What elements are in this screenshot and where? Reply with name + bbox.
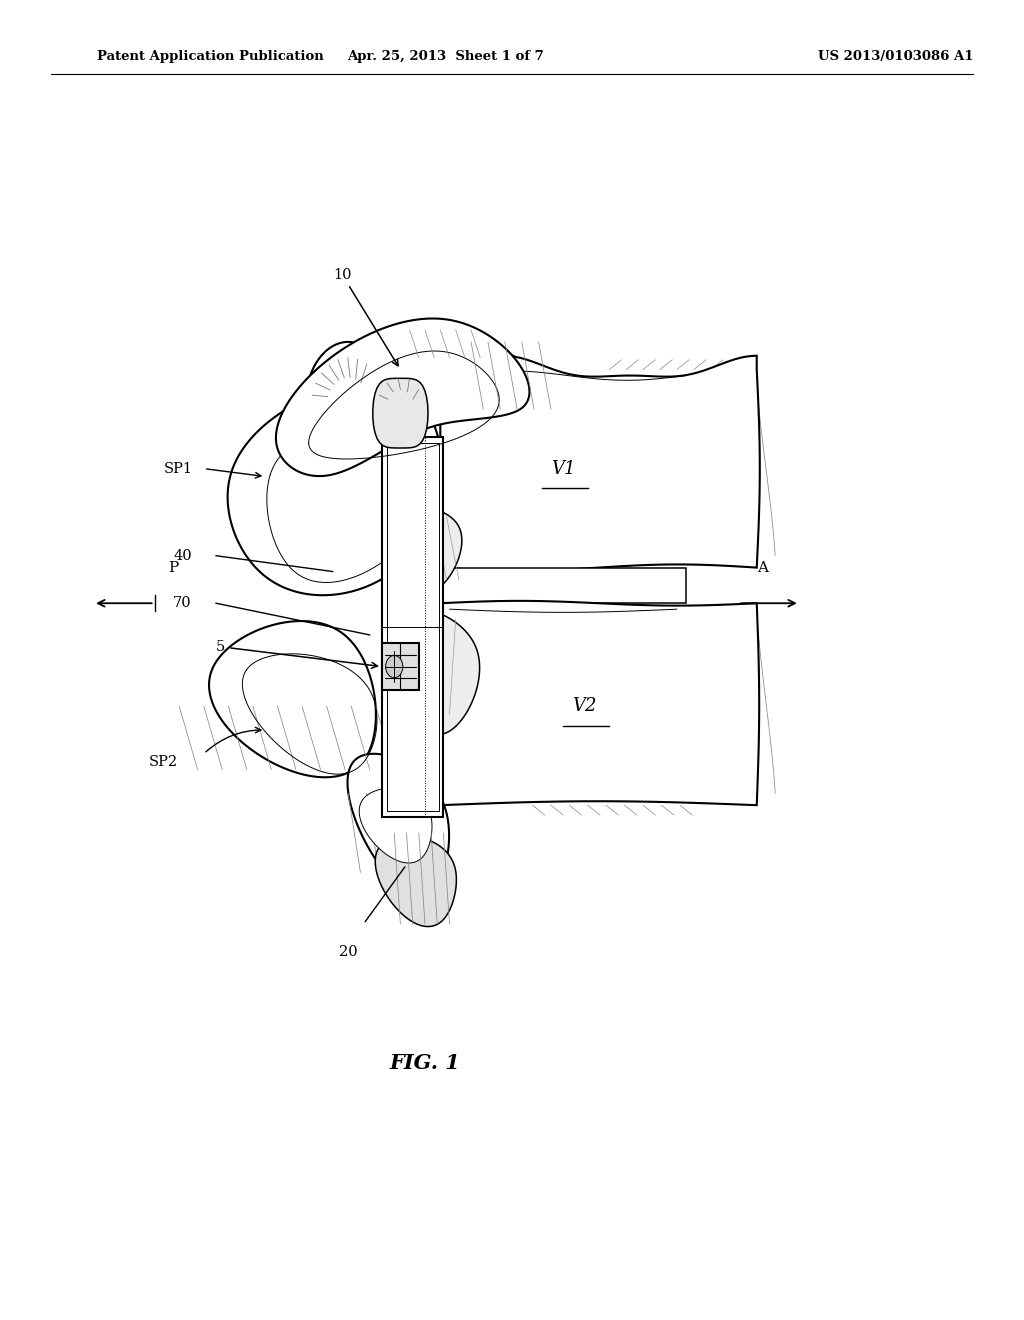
Text: 20: 20: [339, 945, 357, 958]
Text: A: A: [758, 561, 768, 574]
Circle shape: [386, 656, 402, 677]
Polygon shape: [359, 788, 432, 863]
Polygon shape: [388, 507, 462, 593]
Text: 5: 5: [216, 640, 378, 668]
Polygon shape: [387, 442, 438, 810]
Polygon shape: [275, 318, 529, 477]
Polygon shape: [373, 379, 428, 447]
Text: SP1: SP1: [164, 462, 193, 475]
Polygon shape: [209, 620, 376, 777]
Text: FIG. 1: FIG. 1: [389, 1052, 461, 1073]
Polygon shape: [382, 643, 419, 690]
Text: US 2013/0103086 A1: US 2013/0103086 A1: [818, 50, 974, 63]
Text: 10: 10: [333, 268, 398, 366]
Polygon shape: [440, 350, 760, 570]
Polygon shape: [347, 754, 450, 895]
Text: V2: V2: [572, 697, 597, 715]
Text: P: P: [168, 561, 178, 574]
Text: V1: V1: [551, 459, 575, 478]
Polygon shape: [375, 836, 457, 927]
Polygon shape: [440, 568, 686, 603]
Polygon shape: [393, 610, 479, 734]
Polygon shape: [382, 437, 443, 817]
Text: SP2: SP2: [148, 755, 177, 768]
Text: Patent Application Publication: Patent Application Publication: [97, 50, 324, 63]
Text: 70: 70: [173, 597, 191, 610]
Polygon shape: [440, 601, 759, 805]
Text: Apr. 25, 2013  Sheet 1 of 7: Apr. 25, 2013 Sheet 1 of 7: [347, 50, 544, 63]
Text: 40: 40: [173, 549, 191, 562]
Polygon shape: [227, 384, 441, 595]
